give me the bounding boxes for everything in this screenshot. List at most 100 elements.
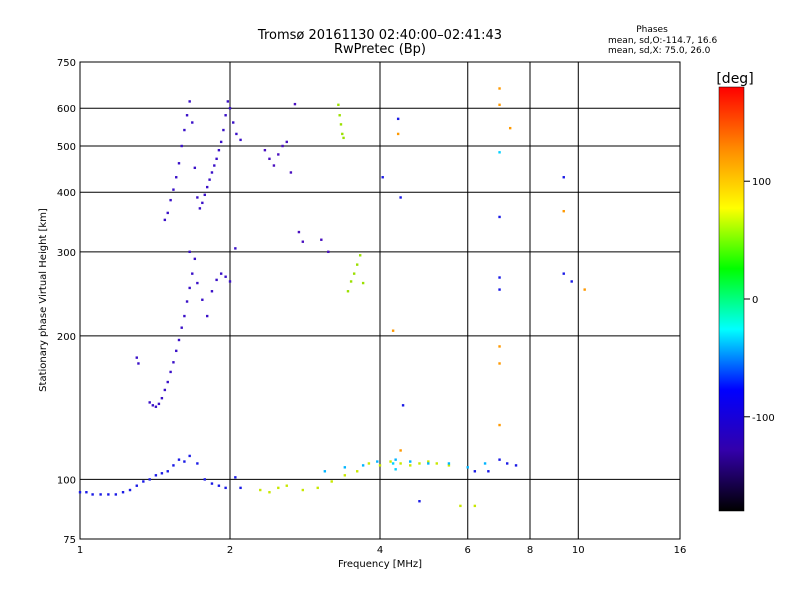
data-point: [570, 280, 573, 283]
data-point: [205, 185, 209, 189]
colorbar-tick-label: -100: [752, 413, 775, 424]
data-point: [301, 240, 305, 243]
colorbar-tick-label: 100: [752, 177, 771, 188]
data-point: [169, 370, 172, 374]
colorbar-ticks: 100 0 -100: [744, 177, 775, 424]
data-point: [180, 326, 183, 329]
data-point: [343, 474, 347, 477]
data-point: [160, 396, 164, 400]
data-point: [107, 493, 110, 496]
data-point: [338, 114, 341, 117]
data-point: [355, 470, 359, 473]
x-tick-labels: 1 2 4 6 8 10 16: [77, 545, 687, 556]
data-point: [175, 349, 178, 353]
legend-line-o: mean, sd,O:-114.7, 16.6: [608, 36, 718, 46]
colorbar: [718, 86, 745, 512]
data-point: [114, 493, 118, 496]
data-point: [196, 196, 199, 199]
data-point: [327, 250, 330, 254]
data-point: [394, 468, 397, 471]
data-point: [175, 176, 178, 179]
data-point: [121, 491, 125, 494]
data-point: [208, 178, 211, 181]
data-point: [210, 171, 214, 174]
data-point: [163, 218, 167, 222]
data-point: [396, 117, 400, 121]
data-point: [361, 281, 365, 285]
data-point: [268, 157, 271, 161]
data-point: [172, 464, 175, 467]
data-point: [224, 486, 227, 490]
data-point: [272, 164, 276, 167]
x-tick-label: 6: [465, 545, 471, 556]
data-point: [85, 491, 88, 494]
data-point: [188, 250, 191, 254]
data-point: [239, 486, 242, 490]
data-point: [418, 462, 421, 465]
data-point: [142, 480, 145, 483]
data-point: [498, 276, 501, 279]
data-point: [91, 493, 94, 496]
data-point: [330, 480, 333, 483]
data-point: [435, 462, 438, 465]
y-tick-labels: 75 100 200 300 400 500 600 750: [57, 58, 76, 546]
data-point: [418, 500, 421, 503]
x-tick-label: 4: [377, 545, 383, 556]
data-point: [508, 126, 512, 130]
data-point: [169, 198, 172, 202]
y-tick-label: 75: [63, 535, 76, 546]
data-point: [401, 404, 405, 407]
data-point: [163, 388, 167, 392]
data-point: [215, 157, 218, 161]
data-point: [263, 148, 267, 152]
chart-title: Tromsø 20161130 02:40:00–02:41:43: [257, 28, 502, 43]
data-point: [228, 280, 232, 283]
data-point: [473, 504, 477, 508]
data-point: [222, 128, 225, 132]
data-point: [376, 460, 379, 463]
data-point: [352, 272, 356, 275]
data-point: [367, 462, 371, 465]
data-point: [289, 171, 293, 174]
data-point: [172, 188, 175, 191]
data-point: [498, 215, 501, 219]
data-point: [381, 176, 384, 179]
y-tick-label: 100: [57, 475, 76, 486]
y-tick-label: 400: [57, 188, 76, 199]
legend-line-x: mean, sd,X: 75.0, 26.0: [608, 46, 711, 56]
data-point: [399, 196, 402, 199]
data-point: [219, 272, 223, 275]
y-tick-label: 200: [57, 332, 76, 343]
x-tick-label: 10: [572, 545, 585, 556]
data-point: [166, 380, 169, 384]
y-tick-label: 500: [57, 142, 76, 153]
data-point: [193, 257, 197, 261]
data-point: [514, 464, 518, 467]
data-point: [210, 482, 214, 485]
data-point: [180, 144, 183, 148]
data-point: [183, 314, 186, 318]
data-point: [268, 491, 271, 494]
data-point: [188, 286, 191, 290]
data-point: [562, 272, 565, 275]
data-point: [177, 162, 181, 165]
data-point: [198, 207, 202, 210]
data-point: [409, 460, 412, 463]
data-point: [203, 478, 206, 481]
data-point: [487, 470, 490, 473]
data-point: [323, 470, 327, 473]
data-point: [185, 114, 189, 117]
data-point: [562, 209, 565, 213]
data-point: [337, 103, 340, 107]
data-point: [583, 288, 586, 291]
x-axis-label: Frequency [MHz]: [338, 559, 422, 570]
data-point: [205, 314, 209, 318]
data-point: [447, 462, 451, 465]
data-point: [154, 405, 158, 408]
y-tick-label: 600: [57, 104, 76, 115]
data-point: [339, 123, 343, 126]
data-point: [215, 278, 218, 282]
data-point: [239, 138, 242, 142]
data-point: [498, 87, 501, 90]
data-point: [224, 114, 227, 117]
